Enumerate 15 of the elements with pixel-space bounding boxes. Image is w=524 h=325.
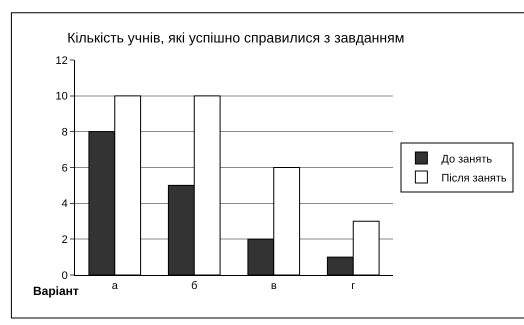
x-tick-label: б [191, 280, 198, 292]
x-tick-label: в [270, 280, 277, 292]
x-tick-label: а [112, 280, 119, 292]
y-tick-label: 0 [62, 270, 68, 282]
legend-label: До занять [441, 153, 492, 166]
y-tick-label: 6 [62, 162, 68, 174]
x-axis-title: Варіант [33, 284, 79, 298]
legend-label: Після занять [441, 172, 507, 184]
x-tick-label: г [351, 280, 356, 292]
y-tick-label: 2 [62, 234, 68, 246]
y-tick-label: 8 [62, 126, 68, 139]
y-tick-label: 12 [56, 54, 68, 67]
y-tick-label: 4 [62, 198, 68, 210]
y-tick-label: 10 [56, 90, 68, 103]
chart-title: Кількість учнів, які успішно справилися з завданням [67, 29, 404, 46]
